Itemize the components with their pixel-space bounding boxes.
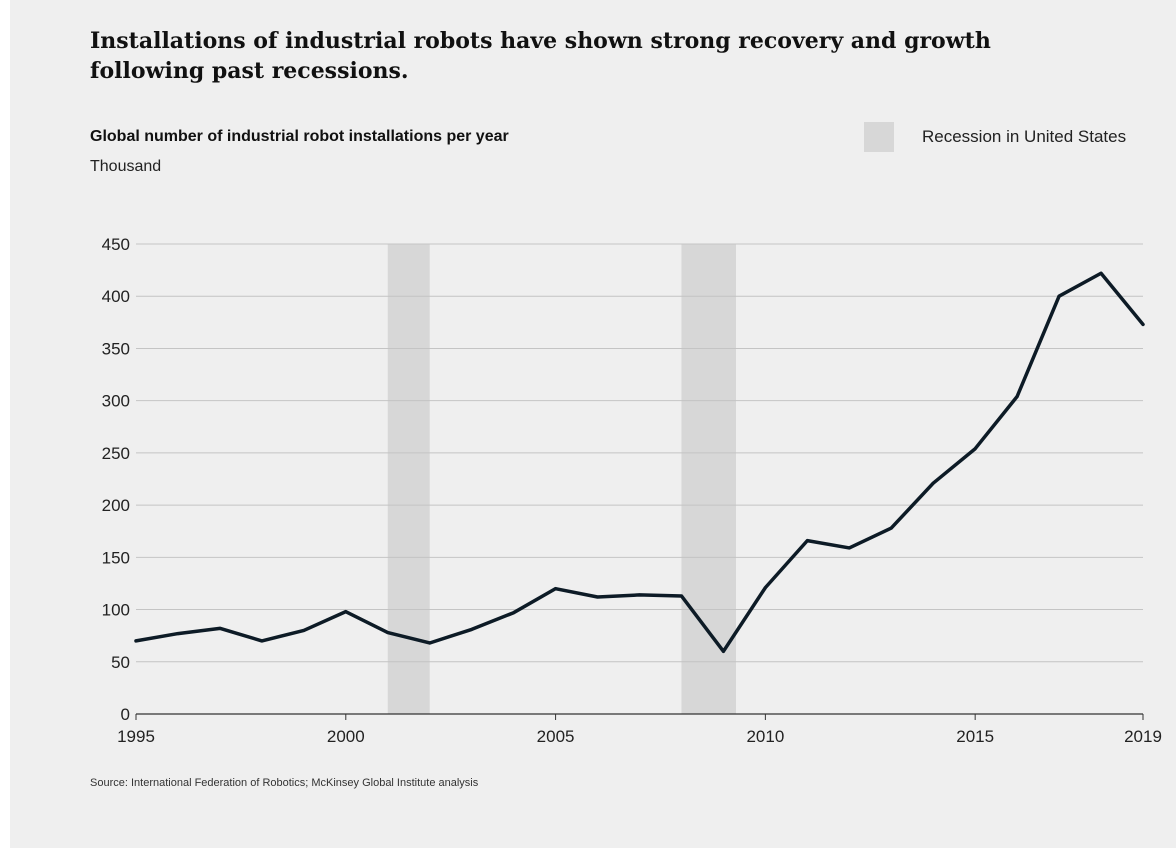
legend: Recession in United States [864,122,1126,152]
legend-label-recession: Recession in United States [922,127,1127,146]
axes: 0 50 100 150 200 250 300 350 400 450 1995 2000 2005 2… [102,235,1162,746]
y-tick-label-450: 450 [102,235,130,254]
y-tick-label-50: 50 [111,653,130,672]
x-tick-label-2005: 2005 [537,727,575,746]
data-point-2002 [428,641,432,645]
x-tick-label-1995: 1995 [117,727,155,746]
x-tick-label-2010: 2010 [746,727,784,746]
data-point-2019 [1141,322,1145,326]
data-point-2001 [386,631,390,635]
source-note: Source: International Federation of Robo… [90,777,479,789]
data-point-1996 [176,632,180,636]
chart-unit-label: Thousand [90,158,162,175]
data-point-2010 [763,586,767,590]
legend-swatch-recession [864,122,894,152]
data-point-2014 [931,481,935,485]
data-point-2006 [596,595,600,599]
data-point-2008 [679,594,683,598]
recession-bands [387,244,737,714]
series-layer [134,271,1145,654]
y-tick-label-200: 200 [102,496,130,515]
y-tick-label-300: 300 [102,392,130,411]
data-point-1995 [134,639,138,643]
data-point-2004 [512,611,516,615]
data-point-2005 [554,587,558,591]
x-tick-label-2019: 2019 [1124,727,1162,746]
data-point-1998 [260,639,264,643]
data-point-2009 [721,649,725,653]
data-point-2000 [344,610,348,614]
y-tick-label-100: 100 [102,601,130,620]
recession-band-1 [387,244,430,714]
y-tick-label-400: 400 [102,287,130,306]
data-point-2016 [1015,394,1019,398]
headline: Installations of industrial robots have … [90,28,991,84]
data-point-2018 [1099,271,1103,275]
x-tick-label-2000: 2000 [327,727,365,746]
data-point-2007 [638,593,641,597]
y-tick-label-350: 350 [102,339,130,358]
data-point-2013 [889,526,893,530]
chart-panel [10,0,1176,848]
x-tick-label-2015: 2015 [956,727,994,746]
data-point-2003 [470,627,474,631]
data-point-2011 [805,539,809,543]
gridlines [136,243,1143,663]
chart-title: Global number of industrial robot instal… [90,128,509,145]
data-point-1997 [218,626,222,630]
data-point-1999 [302,628,306,632]
data-point-2015 [973,447,977,451]
data-point-2017 [1057,294,1061,298]
y-tick-label-150: 150 [102,548,130,567]
y-tick-label-0: 0 [121,705,130,724]
data-point-2012 [847,546,851,550]
y-tick-label-250: 250 [102,444,130,463]
recession-band-2 [681,244,737,714]
